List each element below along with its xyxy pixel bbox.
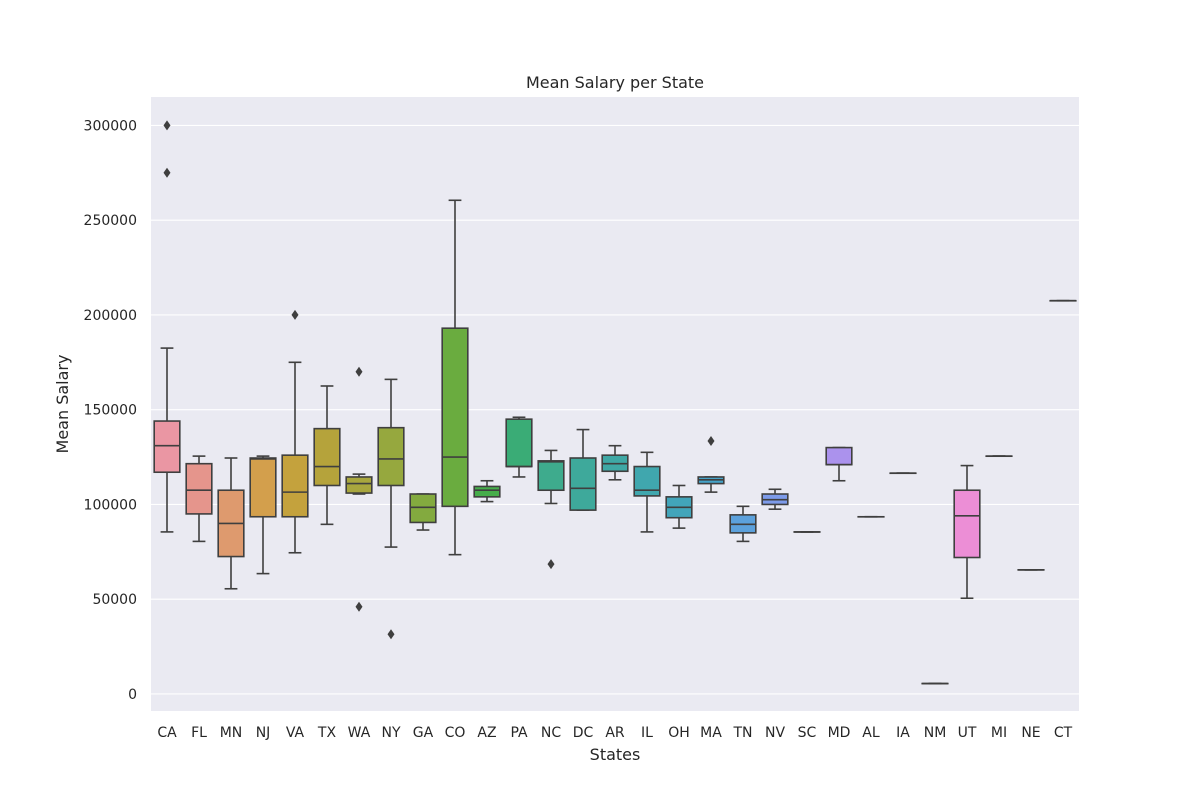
box-CO bbox=[441, 199, 469, 556]
x-tick-label: IL bbox=[641, 725, 653, 741]
y-tick-label: 300000 bbox=[84, 118, 137, 134]
x-tick-label: TN bbox=[732, 725, 752, 741]
x-tick-label: TX bbox=[317, 725, 337, 741]
x-tick-label: AZ bbox=[477, 725, 496, 741]
y-tick-labels: 0 50000 100000 150000 200000 250000 300000 bbox=[84, 118, 137, 703]
x-tick-label: CA bbox=[157, 725, 177, 741]
x-tick-label: NM bbox=[924, 725, 947, 741]
box-DC bbox=[569, 428, 597, 511]
boxes bbox=[153, 120, 1077, 685]
x-tick-label: UT bbox=[958, 725, 977, 741]
box-OH bbox=[665, 484, 693, 529]
box-GA bbox=[409, 493, 437, 531]
box-iqr bbox=[153, 420, 181, 474]
box-MN bbox=[217, 457, 245, 590]
box-iqr bbox=[409, 493, 437, 524]
x-tick-label: DC bbox=[573, 725, 594, 741]
box-iqr bbox=[441, 327, 469, 508]
x-tick-label: MA bbox=[700, 725, 722, 741]
y-tick-label: 0 bbox=[128, 687, 137, 703]
box-TN bbox=[729, 505, 757, 543]
box-NC bbox=[537, 449, 565, 570]
x-tick-label: CT bbox=[1054, 725, 1073, 741]
x-tick-label: NV bbox=[765, 725, 785, 741]
box-NJ bbox=[249, 455, 277, 575]
box-iqr bbox=[281, 454, 309, 518]
x-tick-label: MN bbox=[220, 725, 243, 741]
chart-title: Mean Salary per State bbox=[526, 73, 704, 92]
box-PA bbox=[505, 416, 533, 478]
box-NY bbox=[377, 378, 405, 640]
x-tick-label: NJ bbox=[256, 725, 271, 741]
box-AZ bbox=[473, 479, 501, 503]
box-CA bbox=[153, 120, 181, 533]
y-tick-label: 200000 bbox=[84, 308, 137, 324]
box-iqr bbox=[345, 476, 373, 494]
box-iqr bbox=[953, 489, 981, 559]
x-tick-label: MI bbox=[991, 725, 1007, 741]
box-NV bbox=[761, 488, 789, 510]
outlier-point bbox=[547, 559, 555, 570]
y-tick-label: 250000 bbox=[84, 213, 137, 229]
x-tick-label: PA bbox=[510, 725, 528, 741]
x-tick-labels: CA FL MN NJ VA TX WA NY GA CO AZ PA NC DC AR IL OH MA TN NV… bbox=[157, 725, 1072, 741]
x-tick-label: IA bbox=[896, 725, 910, 741]
x-tick-label: MD bbox=[828, 725, 851, 741]
outlier-point bbox=[163, 167, 171, 178]
box-iqr bbox=[633, 465, 661, 497]
outlier-point bbox=[707, 435, 715, 446]
box-WA bbox=[345, 366, 373, 612]
x-tick-label: NY bbox=[381, 725, 400, 741]
box-iqr bbox=[537, 460, 565, 492]
box-iqr bbox=[377, 426, 405, 487]
y-axis-label: Mean Salary bbox=[53, 355, 72, 454]
box-iqr bbox=[505, 418, 533, 468]
plot-area bbox=[151, 97, 1079, 711]
box-VA bbox=[281, 309, 309, 554]
y-tick-label: 150000 bbox=[84, 403, 137, 419]
outlier-point bbox=[355, 366, 363, 377]
box-FL bbox=[185, 455, 213, 543]
box-TX bbox=[313, 385, 341, 526]
box-iqr bbox=[313, 427, 341, 487]
x-axis-label: States bbox=[590, 745, 641, 764]
x-tick-label: SC bbox=[798, 725, 817, 741]
y-tick-label: 50000 bbox=[92, 592, 137, 608]
x-tick-label: GA bbox=[413, 725, 434, 741]
box-IL bbox=[633, 451, 661, 533]
x-tick-label: OH bbox=[668, 725, 690, 741]
x-tick-label: AL bbox=[862, 725, 880, 741]
y-tick-label: 100000 bbox=[84, 497, 137, 513]
box-MD bbox=[825, 446, 853, 482]
box-UT bbox=[953, 464, 981, 600]
x-tick-label: NC bbox=[541, 725, 561, 741]
box-iqr bbox=[249, 457, 277, 518]
box-iqr bbox=[473, 485, 501, 498]
box-MA bbox=[697, 435, 725, 493]
box-iqr bbox=[185, 462, 213, 515]
box-iqr bbox=[825, 446, 853, 466]
outlier-point bbox=[291, 309, 299, 320]
x-tick-label: NE bbox=[1021, 725, 1040, 741]
x-tick-label: CO bbox=[445, 725, 466, 741]
x-tick-label: VA bbox=[286, 725, 305, 741]
box-AR bbox=[601, 444, 629, 481]
outlier-point bbox=[387, 629, 395, 640]
outlier-point bbox=[163, 120, 171, 131]
x-tick-label: AR bbox=[605, 725, 625, 741]
x-tick-label: WA bbox=[348, 725, 371, 741]
box-iqr bbox=[569, 457, 597, 511]
outlier-point bbox=[355, 601, 363, 612]
x-tick-label: FL bbox=[191, 725, 207, 741]
